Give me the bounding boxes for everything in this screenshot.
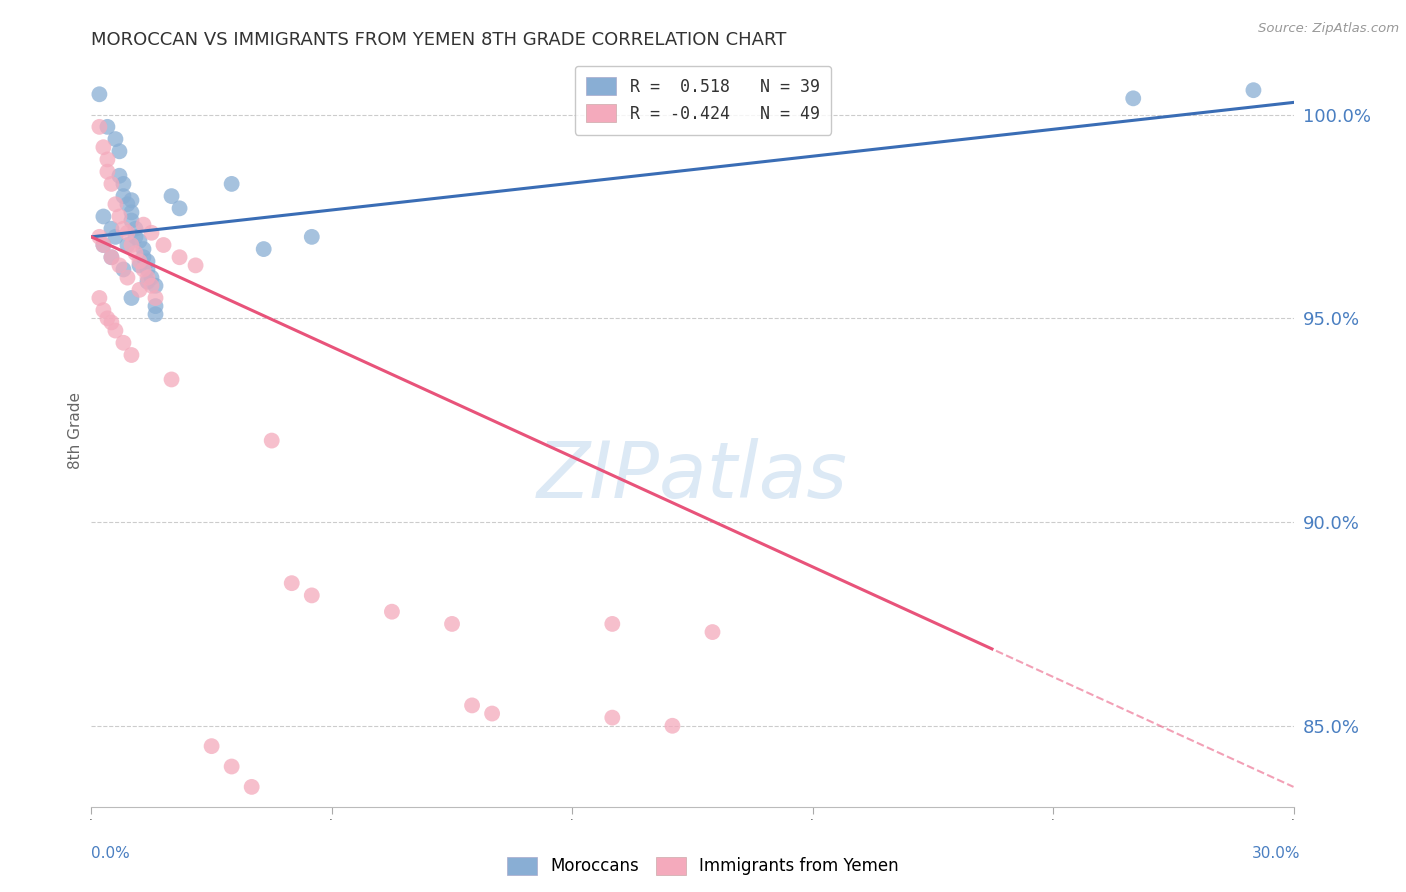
- Point: [132, 242, 155, 256]
- Text: 0.0%: 0.0%: [91, 847, 131, 861]
- Point: [141, 270, 163, 285]
- Point: [89, 291, 111, 305]
- Point: [145, 278, 167, 293]
- Point: [602, 711, 624, 725]
- Point: [96, 153, 118, 167]
- Point: [117, 238, 139, 252]
- Point: [132, 250, 155, 264]
- Point: [169, 250, 191, 264]
- Point: [160, 372, 183, 386]
- Point: [108, 210, 131, 224]
- Text: 30.0%: 30.0%: [1253, 847, 1301, 861]
- Point: [145, 307, 167, 321]
- Point: [108, 169, 131, 183]
- Point: [89, 87, 111, 102]
- Point: [108, 259, 131, 273]
- Point: [96, 120, 118, 134]
- Point: [100, 221, 122, 235]
- Point: [221, 759, 243, 773]
- Point: [381, 605, 404, 619]
- Point: [112, 189, 135, 203]
- Point: [440, 616, 463, 631]
- Point: [124, 246, 146, 260]
- Point: [481, 706, 503, 721]
- Point: [128, 234, 150, 248]
- Point: [100, 177, 122, 191]
- Point: [121, 238, 143, 252]
- Point: [145, 291, 167, 305]
- Y-axis label: 8th Grade: 8th Grade: [67, 392, 83, 469]
- Point: [89, 230, 111, 244]
- Point: [661, 719, 683, 733]
- Point: [100, 315, 122, 329]
- Point: [169, 202, 191, 216]
- Text: Source: ZipAtlas.com: Source: ZipAtlas.com: [1258, 22, 1399, 36]
- Point: [104, 324, 127, 338]
- Point: [136, 275, 159, 289]
- Point: [89, 120, 111, 134]
- Point: [117, 197, 139, 211]
- Point: [96, 311, 118, 326]
- Point: [121, 193, 143, 207]
- Point: [104, 132, 127, 146]
- Point: [281, 576, 304, 591]
- Point: [260, 434, 283, 448]
- Point: [112, 177, 135, 191]
- Point: [93, 303, 115, 318]
- Point: [221, 177, 243, 191]
- Point: [301, 230, 323, 244]
- Point: [184, 259, 207, 273]
- Point: [93, 140, 115, 154]
- Point: [96, 164, 118, 178]
- Point: [141, 226, 163, 240]
- Point: [121, 291, 143, 305]
- Point: [152, 238, 174, 252]
- Point: [136, 254, 159, 268]
- Point: [112, 221, 135, 235]
- Point: [117, 270, 139, 285]
- Point: [93, 210, 115, 224]
- Point: [128, 259, 150, 273]
- Point: [1122, 91, 1144, 105]
- Point: [121, 205, 143, 219]
- Point: [141, 278, 163, 293]
- Point: [702, 625, 724, 640]
- Point: [108, 145, 131, 159]
- Point: [145, 299, 167, 313]
- Point: [253, 242, 276, 256]
- Point: [602, 616, 624, 631]
- Point: [132, 262, 155, 277]
- Point: [104, 197, 127, 211]
- Point: [121, 348, 143, 362]
- Point: [160, 189, 183, 203]
- Point: [301, 588, 323, 602]
- Legend: R =  0.518   N = 39, R = -0.424   N = 49: R = 0.518 N = 39, R = -0.424 N = 49: [575, 66, 831, 135]
- Point: [461, 698, 484, 713]
- Point: [124, 230, 146, 244]
- Text: ZIPatlas: ZIPatlas: [537, 438, 848, 514]
- Text: MOROCCAN VS IMMIGRANTS FROM YEMEN 8TH GRADE CORRELATION CHART: MOROCCAN VS IMMIGRANTS FROM YEMEN 8TH GR…: [91, 31, 787, 49]
- Point: [128, 283, 150, 297]
- Point: [124, 221, 146, 235]
- Legend: Moroccans, Immigrants from Yemen: Moroccans, Immigrants from Yemen: [501, 850, 905, 882]
- Point: [100, 250, 122, 264]
- Point: [1243, 83, 1265, 97]
- Point: [132, 218, 155, 232]
- Point: [121, 213, 143, 227]
- Point: [128, 254, 150, 268]
- Point: [117, 226, 139, 240]
- Point: [112, 335, 135, 350]
- Point: [104, 230, 127, 244]
- Point: [93, 238, 115, 252]
- Point: [112, 262, 135, 277]
- Point: [201, 739, 224, 753]
- Point: [136, 262, 159, 277]
- Point: [93, 238, 115, 252]
- Point: [240, 780, 263, 794]
- Point: [100, 250, 122, 264]
- Point: [136, 270, 159, 285]
